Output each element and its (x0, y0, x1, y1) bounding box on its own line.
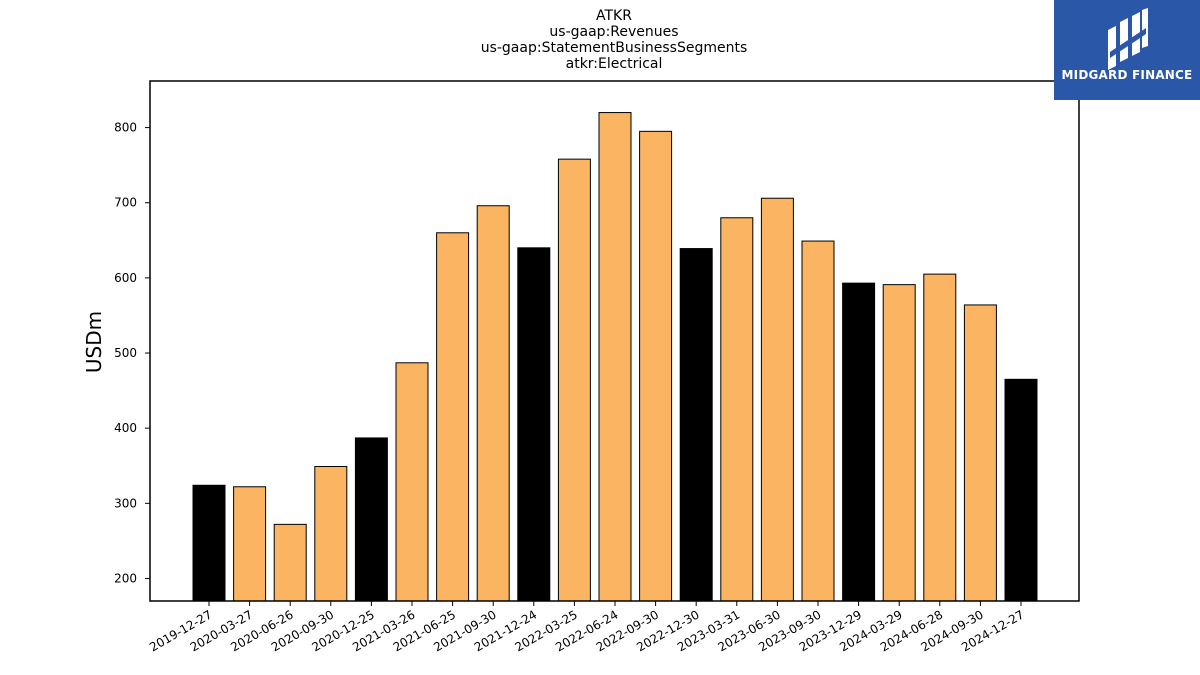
bar-2021-12-24 (517, 247, 551, 602)
y-axis: 200 300 400 500 600 700 800 (114, 121, 150, 585)
bar-2023-12-29 (842, 282, 876, 602)
y-axis-label: USDm (82, 311, 106, 373)
y-tick-label-500: 500 (114, 346, 137, 360)
bar-2020-09-30 (314, 465, 348, 602)
chart-title-line-4: atkr:Electrical (566, 56, 663, 72)
plot-frame (149, 80, 1080, 602)
y-tick-label-700: 700 (114, 196, 137, 210)
chart-title-line-1: ATKR (596, 8, 632, 24)
bar-2023-09-30 (801, 240, 835, 602)
bar-2024-06-28 (923, 273, 957, 602)
bar-2023-03-31 (720, 217, 754, 602)
x-axis: 2019-12-272020-03-272020-06-262020-09-30… (147, 601, 1027, 654)
chart-title: ATKR us-gaap:Revenues us-gaap:StatementB… (481, 8, 748, 72)
bar-2024-09-30 (963, 304, 997, 602)
bar-2020-06-26 (273, 523, 307, 602)
logo-mark-icon (1108, 8, 1148, 70)
y-tick-label-600: 600 (114, 271, 137, 285)
bar-2024-03-29 (882, 284, 916, 602)
bar-2021-03-26 (395, 362, 429, 602)
bar-2021-09-30 (476, 205, 510, 602)
bar-2024-12-27 (1004, 378, 1038, 602)
bar-2020-12-25 (354, 437, 388, 602)
bar-series (192, 112, 1038, 602)
midgard-finance-logo: MIDGARD FINANCE (1054, 0, 1200, 100)
logo-text: MIDGARD FINANCE (1061, 68, 1193, 82)
bar-2023-06-30 (760, 197, 794, 602)
bar-2020-03-27 (233, 486, 267, 602)
bar-2019-12-27 (192, 484, 226, 602)
y-tick-label-200: 200 (114, 571, 137, 585)
y-tick-label-300: 300 (114, 496, 137, 510)
chart-title-line-3: us-gaap:StatementBusinessSegments (481, 40, 748, 56)
bar-2021-06-25 (436, 232, 470, 602)
y-tick-label-800: 800 (114, 121, 137, 135)
bar-2022-12-30 (679, 248, 713, 602)
y-tick-label-400: 400 (114, 421, 137, 435)
chart-title-line-2: us-gaap:Revenues (549, 24, 678, 40)
bar-2022-06-24 (598, 112, 632, 602)
bar-2022-03-25 (557, 158, 591, 602)
bar-2022-09-30 (639, 130, 673, 602)
